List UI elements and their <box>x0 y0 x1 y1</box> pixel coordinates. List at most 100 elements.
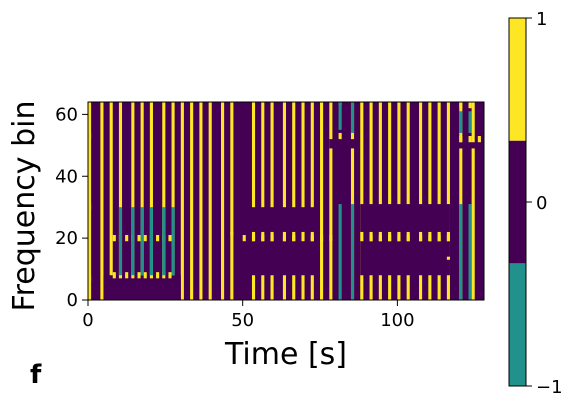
heatmap-column-pos <box>221 102 225 300</box>
heatmap-cell-pos <box>156 272 160 279</box>
heatmap-cell-pos <box>230 231 234 236</box>
y-tick-label: 0 <box>67 290 78 311</box>
heatmap-column-pos <box>388 102 392 300</box>
colorbar-tick-label: 0 <box>536 193 547 214</box>
heatmap-column-pos <box>118 102 123 300</box>
heatmap-cell-pos <box>459 102 463 109</box>
y-tick-label: 40 <box>55 166 78 187</box>
heatmap-column-pos <box>329 102 333 300</box>
heatmap-column-pos <box>199 102 203 300</box>
heatmap-column-pos <box>162 102 166 300</box>
heatmap-cell-pos <box>282 235 286 242</box>
heatmap-column-pos <box>149 102 153 300</box>
heatmap-cell-pos <box>428 235 432 242</box>
heatmap-block-zero <box>360 241 450 276</box>
heatmap-column-pos <box>88 102 92 300</box>
heatmap-cell-pos <box>156 235 160 242</box>
colorbar-segment <box>509 18 526 141</box>
heatmap-cell-neg <box>162 207 166 276</box>
heatmap-column-pos <box>369 102 373 300</box>
colorbar-segment <box>509 140 526 264</box>
heatmap-column-pos <box>261 102 265 300</box>
colorbar-segment <box>509 263 526 386</box>
heatmap-cell-pos <box>88 132 92 140</box>
heatmap-column-pos <box>230 102 234 300</box>
heatmap-block-zero <box>329 139 358 149</box>
heatmap-column-pos <box>100 102 104 300</box>
heatmap-cell-pos <box>242 235 246 242</box>
heatmap-cell-neg <box>131 207 135 276</box>
heatmap-cell-pos <box>292 235 296 242</box>
heatmap-cell-pos <box>88 204 92 211</box>
heatmap-cell-pos <box>468 102 472 109</box>
heatmap-block-zero <box>453 142 478 149</box>
heatmap-cell-neg <box>149 207 153 276</box>
heatmap-cell-pos <box>112 272 116 279</box>
heatmap-column-pos <box>131 102 135 300</box>
heatmap-column-pos <box>310 102 314 300</box>
heatmap-column-pos <box>270 102 274 300</box>
heatmap-cell-pos <box>406 235 410 242</box>
panel-label: f <box>30 360 42 390</box>
heatmap-cell-pos <box>251 235 256 242</box>
x-tick-label: 50 <box>231 310 254 331</box>
heatmap-cell-pos <box>329 235 333 242</box>
heatmap-column-pos <box>446 102 450 300</box>
heatmap-column-pos <box>282 102 286 300</box>
heatmap-cell-neg <box>338 102 342 130</box>
heatmap-cell-neg <box>350 204 355 300</box>
heatmap-column-pos <box>190 102 194 300</box>
heatmap-cell-neg <box>459 111 463 133</box>
heatmap-cell-pos <box>270 235 274 242</box>
x-axis-label: Time [s] <box>224 337 347 372</box>
y-axis-label: Frequency bin <box>7 101 42 312</box>
heatmap-cell-neg <box>468 111 472 133</box>
heatmap-cell-pos <box>388 235 392 242</box>
plot-frame <box>87 101 485 301</box>
heatmap-block-zero <box>103 275 181 300</box>
heatmap-cell-pos <box>446 256 450 260</box>
heatmap-column-pos <box>406 102 410 300</box>
heatmap-cell-pos <box>143 235 147 242</box>
heatmap-cell-pos <box>320 235 324 242</box>
heatmap-cell-neg <box>459 204 463 300</box>
heatmap-cell-pos <box>168 272 172 279</box>
heatmap-column-pos <box>320 102 324 300</box>
y-tick-label: 20 <box>55 228 78 249</box>
heatmap-cell-pos <box>338 132 342 140</box>
heatmap-column-pos <box>360 102 364 300</box>
heatmap-column-pos <box>397 102 401 300</box>
heatmap-cell-pos <box>261 235 265 242</box>
heatmap-cell-pos <box>437 235 441 242</box>
heatmap-column-pos <box>140 102 144 300</box>
heatmap-column-pos <box>208 102 212 300</box>
heatmap-cell-neg <box>468 204 472 300</box>
y-tick-label: 60 <box>55 104 78 125</box>
heatmap-cell-pos <box>446 235 450 242</box>
heatmap-cell-pos <box>125 272 129 279</box>
heatmap-block-zero <box>236 207 317 232</box>
colorbar-tick-label: −1 <box>536 377 563 398</box>
heatmap-column-pos <box>109 102 113 300</box>
heatmap-cell-pos <box>137 272 141 279</box>
heatmap-cell-pos <box>143 272 147 279</box>
heatmap-cell-neg <box>171 207 175 276</box>
heatmap-cell-pos <box>468 136 472 143</box>
heatmap-column-pos <box>180 102 184 300</box>
heatmap-column-pos <box>171 102 175 300</box>
heatmap-column-pos <box>350 102 355 300</box>
heatmap-column-pos <box>459 102 463 300</box>
heatmap-cell-pos <box>88 275 92 282</box>
heatmap-cell-neg <box>118 207 123 276</box>
heatmap-column-pos <box>292 102 296 300</box>
heatmap-column-pos <box>419 102 423 300</box>
heatmap-cell-pos <box>137 235 141 242</box>
heatmap-column-pos <box>378 102 382 300</box>
heatmap-cell-pos <box>112 235 116 242</box>
heatmap-cell-pos <box>419 235 423 242</box>
heatmap-cell-pos <box>459 136 463 143</box>
heatmap-column-pos <box>471 102 475 300</box>
heatmap-cell-pos <box>168 235 172 242</box>
